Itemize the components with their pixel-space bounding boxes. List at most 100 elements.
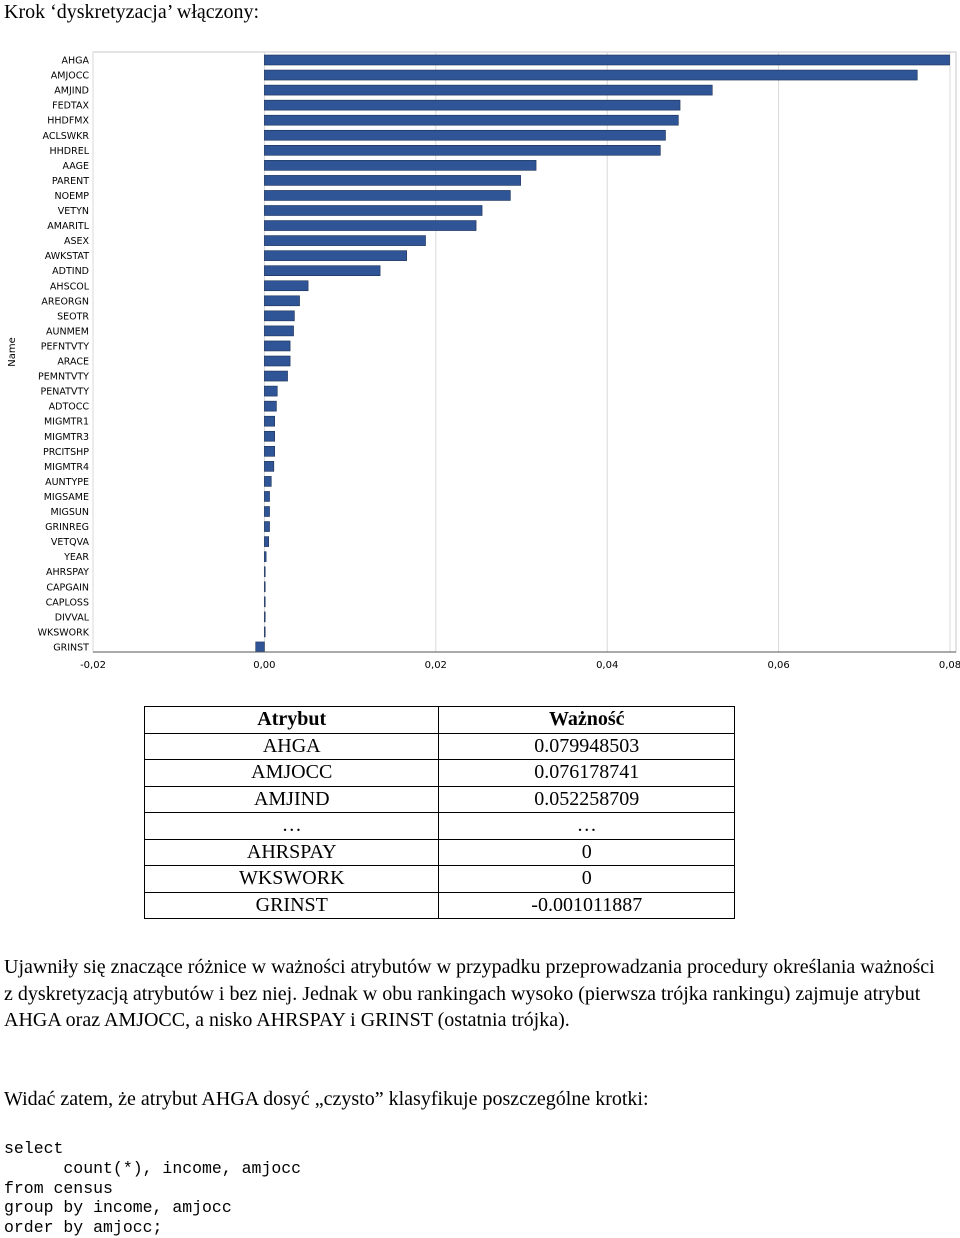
bar-vetyn xyxy=(264,205,483,216)
bars xyxy=(255,54,950,653)
bar-pefntvty xyxy=(264,340,291,352)
bar-ahga xyxy=(264,54,950,66)
x-tick-labels: -0,02 0,00 0,02 0,04 0,06 0,08 xyxy=(80,660,960,671)
table-row: AMJOCC 0.076178741 xyxy=(143,759,735,787)
bar-arace xyxy=(264,355,291,367)
table-row: AHRSPAY 0 xyxy=(143,838,735,866)
category-label: AHGA xyxy=(61,56,89,67)
x-tick-label: 0,06 xyxy=(767,660,789,671)
bar-fedtax xyxy=(264,99,681,111)
category-label: DIVVAL xyxy=(55,612,90,623)
table-row: … … xyxy=(143,812,735,840)
bar-amjind xyxy=(264,84,713,96)
cell-attribute: AHRSPAY xyxy=(143,838,440,866)
category-label: AMARITL xyxy=(47,221,89,232)
category-label: PARENT xyxy=(52,176,89,187)
y-axis-label: Name xyxy=(7,337,18,367)
category-label: AHSCOL xyxy=(50,281,90,292)
cell-attribute: AHGA xyxy=(143,732,440,760)
cell-importance: 0.052258709 xyxy=(438,785,735,813)
category-label: VETQVA xyxy=(51,537,90,548)
importance-bar-chart: AHGA AMJOCC AMJIND FEDTAX HHDFMX ACLSWKR HHDRE… xyxy=(7,51,960,671)
category-label: ARACE xyxy=(57,357,89,368)
category-label: CAPGAIN xyxy=(46,582,89,593)
category-label: ADTOCC xyxy=(49,402,90,413)
cell-attribute: WKSWORK xyxy=(143,865,440,893)
cell-importance: -0.001011887 xyxy=(438,891,735,919)
bar-amaritl xyxy=(264,220,477,231)
x-tick-label: 0,02 xyxy=(425,660,447,671)
bar-year xyxy=(264,551,267,562)
table-row: WKSWORK 0 xyxy=(143,865,735,893)
bar-migmtr3 xyxy=(264,430,275,442)
bar-ahrspay xyxy=(264,566,266,578)
bar-aage xyxy=(264,160,537,171)
bar-asex xyxy=(264,235,426,246)
category-label: AUNTYPE xyxy=(45,477,89,488)
table-header-row: Atrybut Ważność xyxy=(143,706,735,734)
cell-importance: 0.079948503 xyxy=(438,732,735,760)
category-label: PENATVTY xyxy=(40,387,89,398)
x-tick-label: -0,02 xyxy=(80,660,106,671)
cell-attribute: GRINST xyxy=(143,891,440,919)
cell-attribute: … xyxy=(143,812,440,840)
cell-importance: … xyxy=(438,812,735,840)
bar-adtocc xyxy=(264,400,277,412)
category-label: ASEX xyxy=(64,236,90,247)
bar-seotr xyxy=(264,310,295,322)
bar-wkswork xyxy=(264,626,266,638)
cell-importance: 0 xyxy=(438,865,735,893)
category-label: WKSWORK xyxy=(38,627,90,638)
category-label: GRINREG xyxy=(45,522,89,533)
category-label: AMJOCC xyxy=(51,71,90,82)
category-label: HHDREL xyxy=(50,146,90,157)
paragraph-conclusion: Widać zatem, że atrybut AHGA dosyć „czys… xyxy=(4,1088,649,1110)
category-label: AREORGN xyxy=(41,296,89,307)
plot-area xyxy=(92,51,957,653)
bar-grinst xyxy=(255,641,265,653)
bar-hhdfmx xyxy=(264,114,679,126)
category-label: MIGMTR4 xyxy=(44,462,89,473)
x-tick-label: 0,00 xyxy=(253,660,275,671)
bar-migmtr4 xyxy=(264,461,275,472)
bar-pemntvty xyxy=(264,370,288,382)
category-label: CAPLOSS xyxy=(46,597,89,608)
category-label: MIGMTR3 xyxy=(44,432,89,443)
bar-vetqva xyxy=(264,536,269,547)
table-row: AMJIND 0.052258709 xyxy=(143,785,735,813)
table-row: AHGA 0.079948503 xyxy=(143,732,735,760)
category-label: AHRSPAY xyxy=(46,567,89,578)
cell-importance: 0.076178741 xyxy=(438,759,735,787)
paragraph-findings: Ujawniły się znaczące różnice w ważności… xyxy=(4,956,935,1031)
cell-importance: 0 xyxy=(438,838,735,866)
cell-attribute: AMJOCC xyxy=(143,759,440,787)
sql-code-block: select count(*), income, amjocc from cen… xyxy=(4,1139,302,1238)
x-tick-label: 0,04 xyxy=(596,660,618,671)
x-tick-label: 0,08 xyxy=(939,660,960,671)
category-label: PEMNTVTY xyxy=(38,372,89,383)
category-label: VETYN xyxy=(58,206,89,217)
category-label: AMJIND xyxy=(54,86,89,97)
bar-parent xyxy=(264,175,521,186)
category-label: ACLSWKR xyxy=(42,131,89,142)
bar-migmtr1 xyxy=(264,415,275,427)
category-label: YEAR xyxy=(63,552,89,563)
header-importance: Ważność xyxy=(438,706,735,734)
bar-adtind xyxy=(264,265,381,276)
bar-awkstat xyxy=(264,250,407,261)
category-label: GRINST xyxy=(53,642,89,653)
bar-noemp xyxy=(264,190,511,201)
bar-penatvty xyxy=(264,385,278,397)
category-label: PRCITSHP xyxy=(43,447,89,458)
bar-prcitshp xyxy=(264,445,275,457)
bar-ahscol xyxy=(264,280,309,292)
bar-caploss xyxy=(264,596,266,608)
category-label: MIGSUN xyxy=(51,507,89,518)
bar-auntype xyxy=(264,476,272,487)
bar-grinreg xyxy=(264,521,270,532)
category-label: FEDTAX xyxy=(52,101,89,112)
category-label: PEFNTVTY xyxy=(41,341,89,352)
bar-hhdrel xyxy=(264,145,661,156)
category-label: ADTIND xyxy=(52,266,89,277)
importance-table: Atrybut Ważność AHGA 0.079948503 AMJOCC … xyxy=(143,706,735,919)
